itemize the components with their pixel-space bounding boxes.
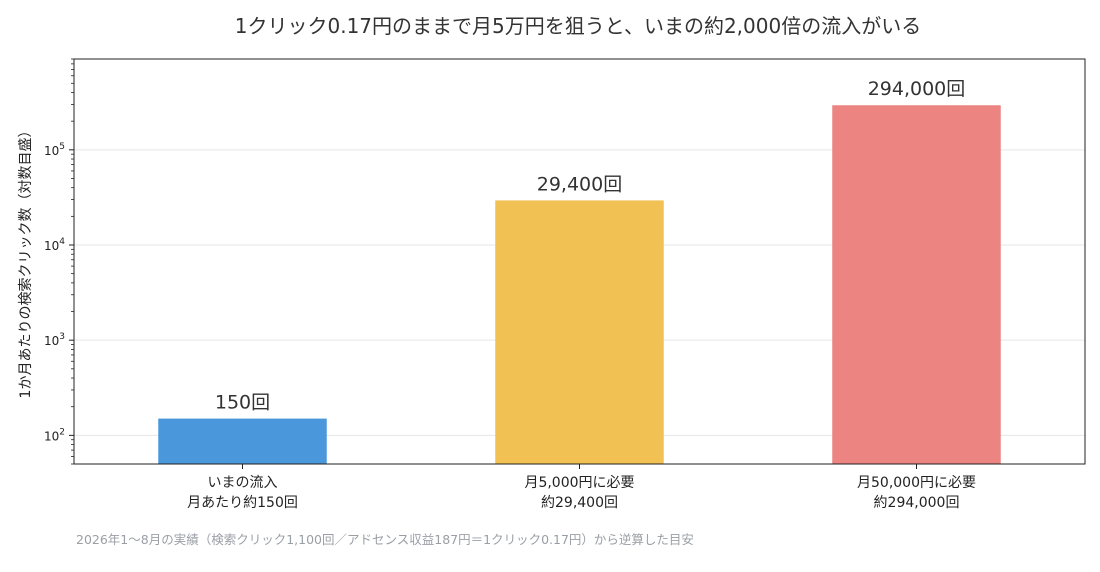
bar-value-label: 29,400回 — [537, 173, 622, 195]
bar — [158, 418, 327, 464]
bar-value-label: 150回 — [215, 392, 270, 414]
y-tick-label: 103 — [44, 332, 65, 348]
x-tick-label: 約29,400回 — [541, 495, 618, 511]
footnote: 2026年1〜8月の実績（検索クリック1,100回／アドセンス収益187円＝1ク… — [76, 532, 694, 547]
value-labels: 150回 29,400回 294,000回 — [215, 78, 965, 413]
x-tick-label: 月50,000円に必要 — [857, 475, 976, 491]
y-axis: 102 103 104 105 — [44, 58, 74, 465]
chart-title: 1クリック0.17円のままで月5万円を狙うと、いまの約2,000倍の流入がいる — [235, 14, 921, 38]
x-tick-label: 約294,000回 — [874, 495, 960, 511]
bars — [158, 105, 1001, 465]
y-tick-label: 105 — [44, 142, 65, 158]
bar — [495, 200, 664, 464]
x-tick-label: 月5,000円に必要 — [524, 475, 634, 491]
bar-value-label: 294,000回 — [868, 78, 966, 100]
y-tick-label: 102 — [44, 427, 65, 443]
y-tick-label: 104 — [44, 237, 65, 253]
bar — [832, 105, 1001, 465]
x-tick-label: いまの流入 — [208, 475, 278, 491]
y-axis-label: 1か月あたりの検索クリック数（対数目盛） — [17, 124, 34, 399]
x-tick-label: 月あたり約150回 — [187, 495, 298, 511]
